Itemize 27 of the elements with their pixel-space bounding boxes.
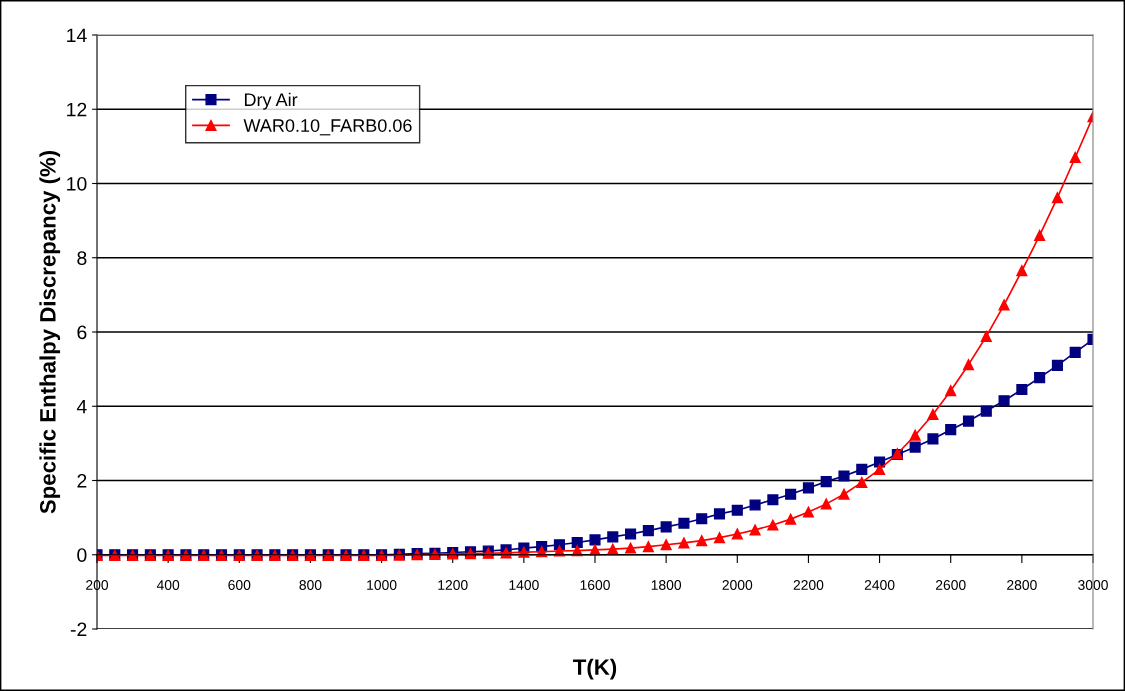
x-tick-label: 1200 xyxy=(438,580,468,590)
x-tick-label: 2800 xyxy=(1007,580,1037,590)
legend-label: Dry Air xyxy=(244,92,298,110)
x-tick-label: 1400 xyxy=(509,580,539,590)
x-tick-label: 2600 xyxy=(935,580,966,590)
y-tick-label: 4 xyxy=(76,399,87,414)
x-tick-label: 1800 xyxy=(651,580,682,590)
x-tick-label: 1000 xyxy=(367,580,397,590)
x-tick-label: 1600 xyxy=(580,580,610,590)
y-tick-label: 12 xyxy=(67,102,87,117)
y-tick-label: 0 xyxy=(77,548,87,562)
y-tick-label: 14 xyxy=(67,28,87,43)
x-tick-label: 2000 xyxy=(722,580,753,590)
y-axis-title: Specific Enthalpy Discrepancy (%) xyxy=(39,150,61,514)
x-tick-label: 3000 xyxy=(1078,580,1108,590)
x-tick-label: 2200 xyxy=(793,580,824,590)
y-tick-label: 10 xyxy=(67,176,87,191)
x-axis-title: T(K) xyxy=(573,658,617,680)
y-tick-label: 6 xyxy=(77,325,87,340)
y-tick-label: 8 xyxy=(77,251,87,265)
x-tick-label: 800 xyxy=(299,580,322,590)
x-tick-label: 600 xyxy=(228,580,251,590)
legend-label: WAR0.10_FARB0.06 xyxy=(243,119,412,136)
x-tick-label: 400 xyxy=(156,580,180,590)
x-tick-label: 2400 xyxy=(864,580,895,590)
y-tick-label: -2 xyxy=(70,622,87,637)
y-tick-label: 2 xyxy=(77,473,87,488)
